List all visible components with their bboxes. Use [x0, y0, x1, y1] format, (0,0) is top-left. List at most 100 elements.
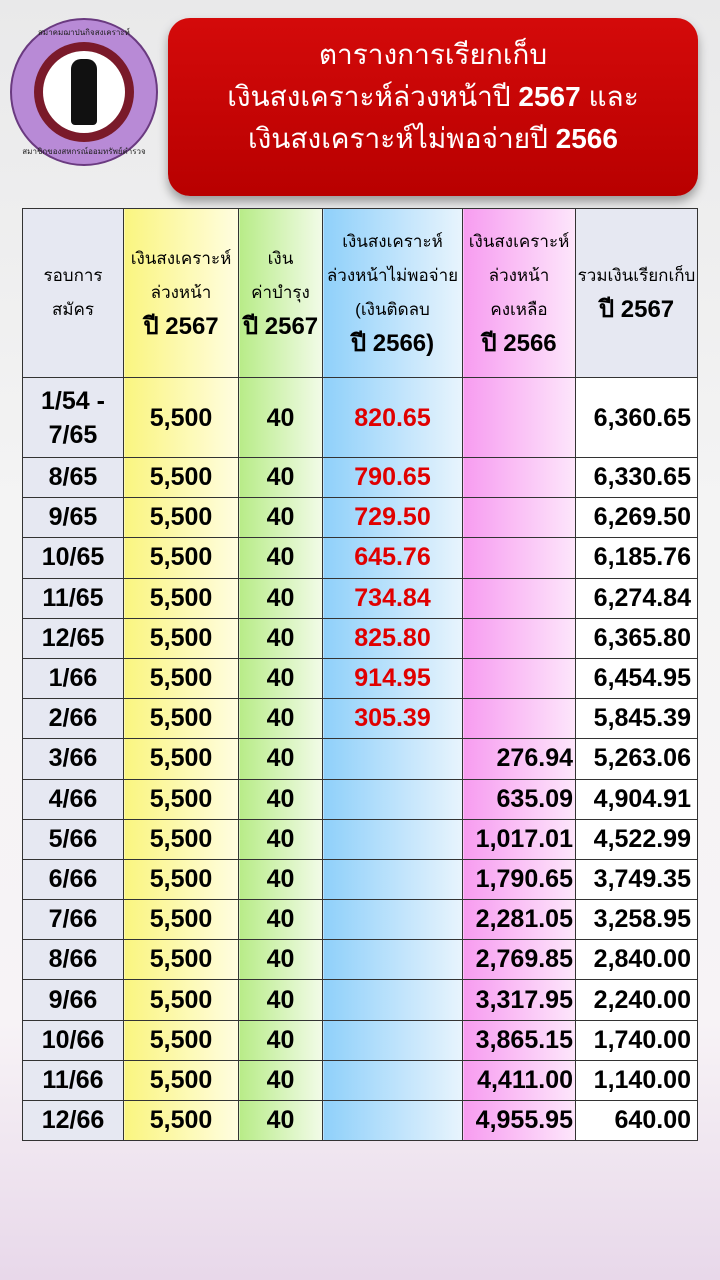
cell-round: 11/66: [22, 1059, 124, 1102]
logo-bottom-text: สมาชิกของสหกรณ์ออมทรัพย์ตำรวจ: [22, 147, 146, 156]
header-round: รอบการ สมัคร: [22, 208, 124, 378]
cell-advance-remaining-2566: 1,790.65: [462, 858, 576, 901]
cell-total-2567: 4,904.91: [575, 778, 698, 820]
header-total-2567: รวมเงินเรียกเก็บ ปี 2567: [575, 208, 698, 378]
cell-advance-2567: 5,500: [123, 617, 239, 659]
cell-deficit-2566: 825.80: [322, 617, 463, 659]
cell-total-2567: 6,274.84: [575, 577, 698, 619]
cell-advance-2567: 5,500: [123, 818, 239, 860]
cell-maintenance-fee-2567: 40: [238, 497, 323, 539]
cell-advance-2567: 5,500: [123, 377, 239, 458]
cell-round: 1/54 - 7/65: [22, 377, 124, 458]
cell-advance-2567: 5,500: [123, 899, 239, 941]
cell-total-2567: 640.00: [575, 1099, 698, 1142]
cell-round: 10/66: [22, 1019, 124, 1061]
cell-total-2567: 5,845.39: [575, 698, 698, 740]
cell-advance-2567: 5,500: [123, 1099, 239, 1142]
cell-round: 4/66: [22, 778, 124, 820]
cell-total-2567: 6,365.80: [575, 617, 698, 659]
cell-advance-2567: 5,500: [123, 738, 239, 780]
table-row: 6/66 5,500 40 1,790.65 3,749.35: [22, 858, 698, 901]
cell-advance-remaining-2566: [462, 497, 576, 539]
table-row: 1/66 5,500 40 914.95 6,454.95: [22, 657, 698, 700]
logo-top-text: สมาคมฌาปนกิจสงเคราะห์: [38, 28, 130, 37]
cell-total-2567: 6,269.50: [575, 497, 698, 539]
cell-advance-remaining-2566: 635.09: [462, 778, 576, 820]
cell-maintenance-fee-2567: 40: [238, 377, 323, 458]
cell-total-2567: 3,749.35: [575, 858, 698, 901]
cell-advance-2567: 5,500: [123, 778, 239, 820]
title-banner: ตารางการเรียกเก็บ เงินสงเคราะห์ล่วงหน้าป…: [168, 18, 698, 196]
cell-maintenance-fee-2567: 40: [238, 617, 323, 659]
table-row: 11/66 5,500 40 4,411.00 1,140.00: [22, 1059, 698, 1102]
cell-maintenance-fee-2567: 40: [238, 577, 323, 619]
cell-round: 3/66: [22, 738, 124, 780]
cell-advance-2567: 5,500: [123, 577, 239, 619]
cell-round: 2/66: [22, 698, 124, 740]
cell-advance-remaining-2566: 276.94: [462, 738, 576, 780]
cell-advance-2567: 5,500: [123, 858, 239, 901]
cell-total-2567: 5,263.06: [575, 738, 698, 780]
table-row: 5/66 5,500 40 1,017.01 4,522.99: [22, 818, 698, 860]
cell-advance-remaining-2566: 1,017.01: [462, 818, 576, 860]
cell-advance-2567: 5,500: [123, 497, 239, 539]
cell-deficit-2566: 645.76: [322, 537, 463, 579]
cell-deficit-2566: [322, 858, 463, 901]
cell-maintenance-fee-2567: 40: [238, 858, 323, 901]
cell-advance-2567: 5,500: [123, 537, 239, 579]
cell-deficit-2566: 305.39: [322, 698, 463, 740]
cell-advance-2567: 5,500: [123, 1059, 239, 1102]
cell-total-2567: 6,330.65: [575, 456, 698, 499]
cell-total-2567: 1,740.00: [575, 1019, 698, 1061]
cell-advance-remaining-2566: [462, 377, 576, 458]
cell-round: 1/66: [22, 657, 124, 700]
cell-round: 12/65: [22, 617, 124, 659]
cell-round: 5/66: [22, 818, 124, 860]
table-row: 3/66 5,500 40 276.94 5,263.06: [22, 738, 698, 780]
cell-total-2567: 3,258.95: [575, 899, 698, 941]
title-line-3: เงินสงเคราะห์ไม่พอจ่ายปี 2566: [248, 123, 618, 154]
cell-advance-2567: 5,500: [123, 698, 239, 740]
cell-deficit-2566: [322, 1099, 463, 1142]
cell-deficit-2566: [322, 818, 463, 860]
cell-maintenance-fee-2567: 40: [238, 698, 323, 740]
cell-advance-remaining-2566: 2,769.85: [462, 939, 576, 981]
cell-maintenance-fee-2567: 40: [238, 818, 323, 860]
cell-advance-remaining-2566: 3,865.15: [462, 1019, 576, 1061]
cell-advance-2567: 5,500: [123, 979, 239, 1021]
table-row: 10/65 5,500 40 645.76 6,185.76: [22, 537, 698, 579]
cell-deficit-2566: [322, 899, 463, 941]
cell-maintenance-fee-2567: 40: [238, 1019, 323, 1061]
cell-maintenance-fee-2567: 40: [238, 899, 323, 941]
cell-round: 9/65: [22, 497, 124, 539]
cell-advance-2567: 5,500: [123, 456, 239, 499]
cell-maintenance-fee-2567: 40: [238, 738, 323, 780]
table-row: 4/66 5,500 40 635.09 4,904.91: [22, 778, 698, 820]
cell-total-2567: 2,840.00: [575, 939, 698, 981]
cell-maintenance-fee-2567: 40: [238, 657, 323, 700]
cell-advance-2567: 5,500: [123, 657, 239, 700]
cell-maintenance-fee-2567: 40: [238, 979, 323, 1021]
cell-advance-remaining-2566: [462, 577, 576, 619]
collection-table: รอบการ สมัคร เงินสงเคราะห์ ล่วงหน้า ปี 2567 เ…: [22, 208, 698, 1142]
association-logo: สมาคมฌาปนกิจสงเคราะห์ สมาชิกของสหกรณ์ออม…: [10, 18, 158, 166]
cell-advance-remaining-2566: [462, 537, 576, 579]
header-advance-2567: เงินสงเคราะห์ ล่วงหน้า ปี 2567: [123, 208, 239, 378]
cell-round: 9/66: [22, 979, 124, 1021]
cell-deficit-2566: [322, 979, 463, 1021]
cell-deficit-2566: 734.84: [322, 577, 463, 619]
cell-maintenance-fee-2567: 40: [238, 456, 323, 499]
cell-total-2567: 4,522.99: [575, 818, 698, 860]
cell-maintenance-fee-2567: 40: [238, 1059, 323, 1102]
cell-advance-remaining-2566: [462, 617, 576, 659]
cell-advance-remaining-2566: [462, 698, 576, 740]
table-row: 11/65 5,500 40 734.84 6,274.84: [22, 577, 698, 619]
cell-round: 8/65: [22, 456, 124, 499]
cell-deficit-2566: 914.95: [322, 657, 463, 700]
cell-maintenance-fee-2567: 40: [238, 1099, 323, 1142]
figure-silhouette-icon: [71, 59, 97, 125]
cell-deficit-2566: [322, 738, 463, 780]
table-row: 7/66 5,500 40 2,281.05 3,258.95: [22, 899, 698, 941]
cell-round: 6/66: [22, 858, 124, 901]
cell-total-2567: 1,140.00: [575, 1059, 698, 1102]
